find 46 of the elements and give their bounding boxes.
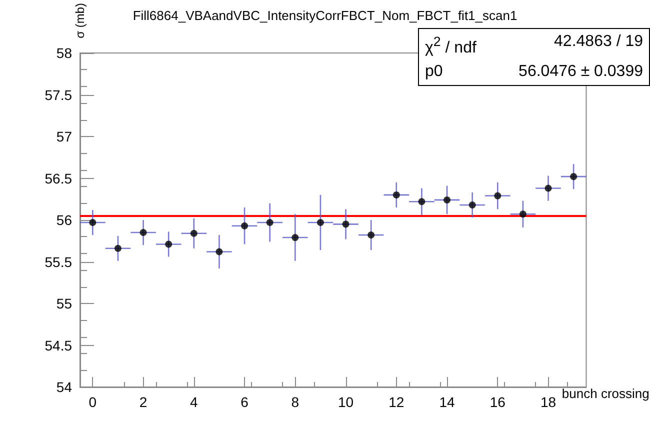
x-axis-title: bunch crossing	[562, 386, 650, 401]
y-tick-label: 56.5	[44, 170, 72, 186]
point	[89, 219, 96, 226]
x-tick-label: 12	[388, 394, 404, 410]
x-tick-label: 2	[139, 394, 148, 410]
y-tick-label: 55	[56, 296, 72, 312]
point	[216, 248, 223, 256]
point	[519, 210, 526, 218]
point	[468, 201, 476, 208]
y-tick-label: 55.5	[44, 254, 72, 270]
y-tick-label: 57.5	[44, 86, 72, 103]
annotation: p0	[425, 62, 444, 82]
x-tick-label: 6	[240, 394, 249, 410]
y-tick-label: 54	[56, 379, 72, 395]
point	[544, 184, 552, 192]
y-tick-label: 54.5	[44, 337, 72, 354]
point	[292, 234, 299, 242]
y-axis-title: σ (mb)	[73, 3, 87, 38]
point	[190, 230, 198, 237]
y-tick-label: 56	[56, 212, 72, 228]
x-tick-label: 0	[88, 394, 97, 410]
annotation: 56.0476 ± 0.0399	[518, 62, 643, 82]
point	[418, 198, 426, 206]
chart-title: Fill6864_VBAandVBC_IntensityCorrFBCT_Nom_FBCT_fit1_scan1	[132, 8, 518, 23]
point	[368, 232, 375, 239]
annotation: χ$^{2}$ / ndf	[425, 33, 478, 58]
y-tick-label: 57	[56, 128, 72, 144]
x-tick-label: 16	[490, 394, 506, 410]
x-tick-label: 8	[291, 394, 300, 410]
point	[342, 220, 350, 228]
point	[392, 191, 400, 198]
x-tick-label: 14	[439, 394, 456, 410]
point	[241, 222, 248, 230]
x-tick-label: 18	[540, 394, 556, 410]
y-tick-label: 58	[56, 45, 72, 61]
point	[570, 173, 578, 180]
point	[494, 192, 502, 200]
point	[140, 229, 147, 236]
point	[114, 244, 122, 252]
x-tick-label: 10	[338, 394, 354, 410]
point	[165, 240, 172, 248]
point	[316, 219, 324, 226]
point	[444, 196, 451, 204]
point	[266, 219, 274, 226]
x-tick-label: 4	[190, 394, 198, 410]
text: 42.4863 / 19	[553, 32, 643, 52]
